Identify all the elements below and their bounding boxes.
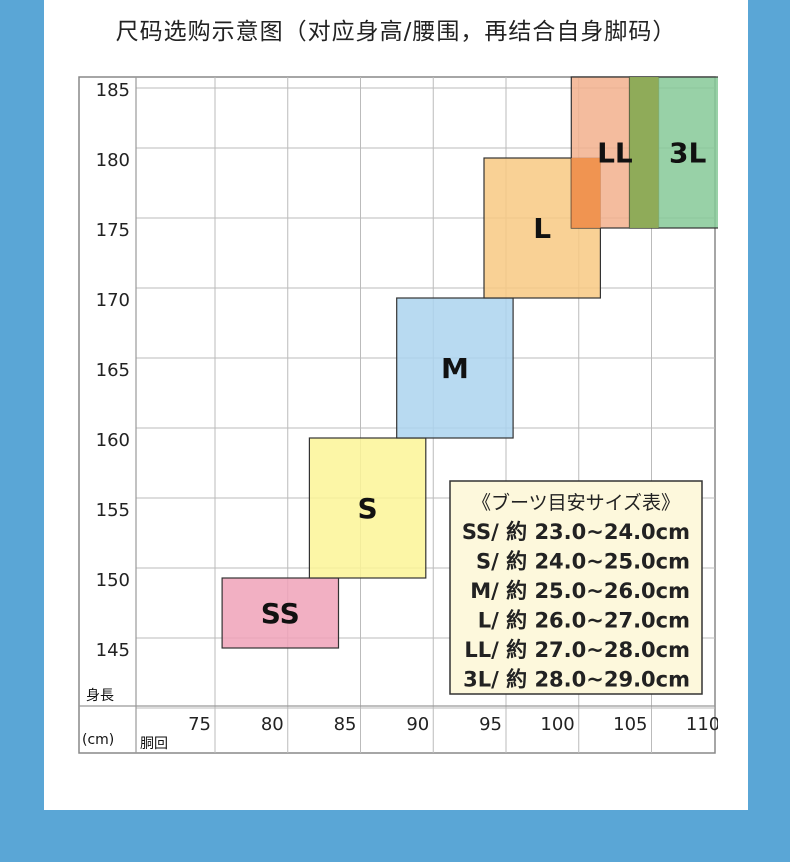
- size-label-ss: SS: [261, 597, 300, 630]
- y-tick-label: 175: [96, 220, 130, 241]
- y-tick-label: 165: [96, 360, 130, 381]
- size-label-m: M: [441, 352, 469, 385]
- overlap-ll-3l: [629, 77, 659, 228]
- size-box-m: [396, 297, 514, 439]
- legend-line: 3L/ 約 28.0~29.0cm: [463, 668, 690, 692]
- x-axis-label: 胴回: [140, 736, 168, 752]
- size-label-3l: 3L: [669, 137, 706, 170]
- x-tick-label: 85: [334, 714, 357, 735]
- legend-line: L/ 約 26.0~27.0cm: [478, 609, 690, 633]
- x-tick-label: 105: [613, 714, 647, 735]
- x-tick-label: 75: [188, 714, 211, 735]
- x-tick-label: 95: [479, 714, 502, 735]
- legend-line: SS/ 約 23.0~24.0cm: [462, 520, 690, 544]
- x-tick-label: 80: [261, 714, 284, 735]
- y-tick-label: 185: [96, 80, 130, 101]
- legend-box: [449, 480, 703, 695]
- legend-line: LL/ 約 27.0~28.0cm: [464, 638, 690, 662]
- y-tick-label: 150: [96, 570, 130, 591]
- size-box-ss: [221, 577, 340, 649]
- x-tick-label: 90: [406, 714, 429, 735]
- size-label-s: S: [358, 492, 378, 525]
- overlap-l-ll: [571, 158, 601, 228]
- y-tick-label: 160: [96, 430, 130, 451]
- x-tick-label: 110: [686, 714, 718, 735]
- legend-line: S/ 約 24.0~25.0cm: [476, 550, 690, 574]
- y-tick-label: 145: [96, 640, 130, 661]
- x-tick-label: 100: [540, 714, 574, 735]
- legend-line: M/ 約 25.0~26.0cm: [470, 579, 690, 603]
- size-label-ll: LL: [597, 137, 633, 170]
- y-tick-label: 170: [96, 290, 130, 311]
- y-axis-label: 身長: [86, 688, 114, 704]
- legend-title: 《ブーツ目安サイズ表》: [472, 491, 680, 514]
- y-tick-label: 155: [96, 500, 130, 521]
- size-label-l: L: [533, 212, 551, 245]
- unit-label: (cm): [82, 732, 114, 748]
- page-title: 尺码选购示意图（对应身高/腰围，再结合自身脚码）: [115, 19, 677, 45]
- size-box-s: [308, 437, 427, 579]
- y-tick-label: 180: [96, 150, 130, 171]
